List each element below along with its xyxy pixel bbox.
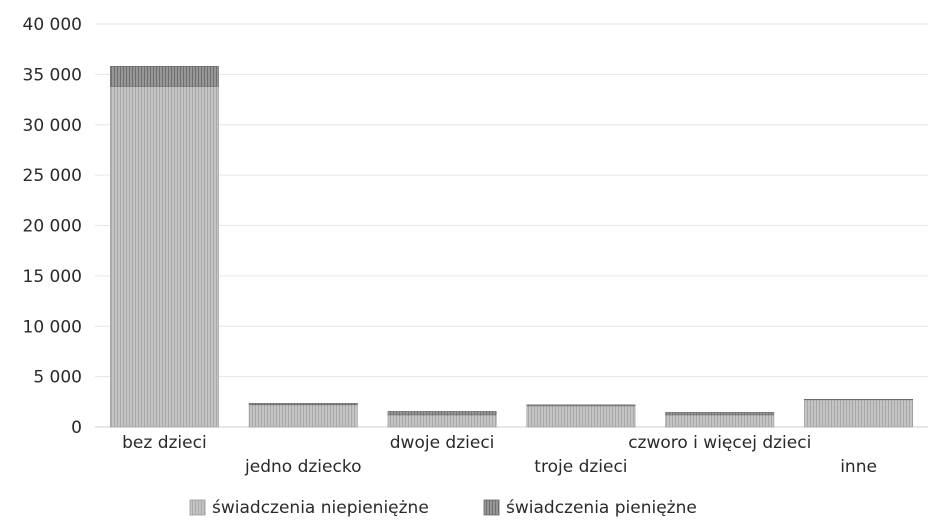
legend-swatch: [483, 499, 500, 516]
bar-segment-niepieniezne: [248, 404, 358, 428]
y-tick-label: 20 000: [23, 217, 82, 237]
x-category-label: bez dzieci: [122, 433, 207, 453]
x-category-label: troje dzieci: [534, 457, 627, 477]
x-category-label: dwoje dzieci: [390, 433, 495, 453]
bar-segment-pieniezne: [665, 412, 775, 416]
legend-item-niepieniezne: świadczenia niepieniężne: [189, 498, 429, 518]
x-category-label: inne: [840, 457, 877, 477]
bar-segment-pieniezne: [109, 66, 219, 87]
x-category-label: czworo i więcej dzieci: [628, 433, 811, 453]
x-category-label: jedno dziecko: [244, 457, 361, 477]
y-tick-label: 35 000: [23, 65, 82, 85]
legend-item-pieniezne: świadczenia pieniężne: [483, 498, 697, 518]
legend-swatch: [189, 499, 206, 516]
y-tick-label: 15 000: [23, 267, 82, 287]
bar-segment-niepieniezne: [804, 399, 914, 428]
bar-segment-pieniezne: [526, 404, 636, 407]
y-tick-label: 10 000: [23, 317, 82, 337]
y-tick-label: 25 000: [23, 166, 82, 186]
legend-label: świadczenia pieniężne: [506, 498, 697, 518]
bar-segment-pieniezne: [248, 403, 358, 406]
y-tick-label: 30 000: [23, 116, 82, 136]
legend-label: świadczenia niepieniężne: [212, 498, 429, 518]
y-tick-label: 0: [71, 418, 82, 438]
bar-segment-niepieniezne: [387, 414, 497, 428]
y-tick-label: 40 000: [23, 15, 82, 35]
bar-segment-niepieniezne: [526, 405, 636, 428]
bar-segment-pieniezne: [804, 398, 914, 401]
y-tick-label: 5 000: [33, 368, 82, 388]
bar-segment-pieniezne: [387, 411, 497, 416]
bar-segment-niepieniezne: [665, 414, 775, 428]
bar-segment-niepieniezne: [109, 86, 219, 428]
